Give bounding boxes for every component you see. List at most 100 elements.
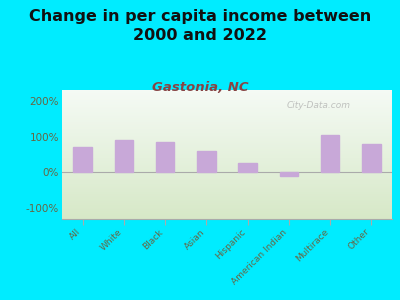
Bar bbox=[62, 101, 392, 102]
Bar bbox=[62, 123, 392, 124]
Bar bbox=[62, 116, 392, 117]
Bar bbox=[62, 177, 392, 178]
Bar bbox=[62, 195, 392, 196]
Bar bbox=[62, 102, 392, 103]
Bar bbox=[62, 152, 392, 153]
Bar bbox=[62, 149, 392, 150]
Bar bbox=[62, 106, 392, 107]
Bar bbox=[62, 95, 392, 96]
Bar bbox=[62, 168, 392, 169]
Bar bbox=[62, 153, 392, 154]
Bar bbox=[62, 167, 392, 168]
Bar bbox=[62, 94, 392, 95]
Bar bbox=[62, 187, 392, 188]
Bar bbox=[62, 185, 392, 186]
Bar bbox=[62, 124, 392, 125]
Bar bbox=[62, 109, 392, 110]
Bar bbox=[62, 205, 392, 206]
Bar bbox=[62, 172, 392, 173]
Bar bbox=[62, 184, 392, 185]
Bar bbox=[62, 119, 392, 120]
Bar bbox=[62, 212, 392, 213]
Bar bbox=[62, 170, 392, 171]
Bar bbox=[62, 103, 392, 104]
Bar bbox=[62, 112, 392, 113]
Bar bbox=[238, 164, 257, 172]
Bar bbox=[62, 91, 392, 92]
Bar bbox=[62, 144, 392, 145]
Bar bbox=[62, 135, 392, 136]
Bar bbox=[62, 105, 392, 106]
Bar bbox=[62, 139, 392, 140]
Bar bbox=[62, 171, 392, 172]
Bar bbox=[62, 164, 392, 165]
Bar bbox=[62, 132, 392, 133]
Bar bbox=[62, 186, 392, 187]
Bar bbox=[62, 162, 392, 163]
Bar bbox=[62, 122, 392, 123]
Bar bbox=[62, 96, 392, 97]
Bar bbox=[62, 178, 392, 179]
Bar bbox=[62, 117, 392, 118]
Bar bbox=[62, 169, 392, 170]
Bar bbox=[62, 183, 392, 184]
Bar bbox=[62, 161, 392, 162]
Bar bbox=[62, 143, 392, 144]
Bar bbox=[62, 194, 392, 195]
Bar bbox=[62, 128, 392, 129]
Bar bbox=[62, 100, 392, 101]
Bar bbox=[62, 156, 392, 157]
Bar bbox=[62, 108, 392, 109]
Bar bbox=[62, 214, 392, 215]
Bar bbox=[62, 104, 392, 105]
Bar bbox=[62, 107, 392, 108]
Bar bbox=[73, 147, 92, 172]
Bar bbox=[62, 93, 392, 94]
Bar bbox=[62, 202, 392, 203]
Bar bbox=[62, 166, 392, 167]
Bar bbox=[62, 191, 392, 192]
Bar bbox=[114, 140, 133, 172]
Bar bbox=[62, 188, 392, 189]
Bar bbox=[62, 216, 392, 217]
Bar bbox=[62, 151, 392, 152]
Text: Change in per capita income between
2000 and 2022: Change in per capita income between 2000… bbox=[29, 9, 371, 43]
Bar bbox=[62, 137, 392, 138]
Bar bbox=[62, 163, 392, 164]
Bar bbox=[62, 165, 392, 166]
Bar bbox=[62, 129, 392, 130]
Bar bbox=[62, 206, 392, 207]
Bar bbox=[62, 218, 392, 219]
Bar bbox=[62, 121, 392, 122]
Bar bbox=[62, 176, 392, 177]
Bar bbox=[62, 97, 392, 98]
Bar bbox=[62, 203, 392, 204]
Bar bbox=[62, 196, 392, 197]
Bar bbox=[156, 142, 174, 172]
Bar bbox=[62, 189, 392, 190]
Bar bbox=[62, 210, 392, 211]
Bar bbox=[62, 114, 392, 115]
Bar bbox=[62, 160, 392, 161]
Bar bbox=[62, 140, 392, 141]
Bar bbox=[362, 144, 381, 172]
Bar bbox=[62, 145, 392, 146]
Bar bbox=[62, 130, 392, 131]
Bar bbox=[62, 98, 392, 99]
Bar bbox=[62, 215, 392, 216]
Bar bbox=[62, 126, 392, 127]
Bar bbox=[62, 217, 392, 218]
Bar bbox=[62, 111, 392, 112]
Bar bbox=[62, 173, 392, 174]
Bar bbox=[62, 200, 392, 201]
Bar bbox=[62, 125, 392, 126]
Bar bbox=[62, 99, 392, 100]
Bar bbox=[62, 133, 392, 134]
Bar bbox=[62, 141, 392, 142]
Bar bbox=[62, 118, 392, 119]
Bar bbox=[62, 204, 392, 205]
Bar bbox=[62, 179, 392, 180]
Bar bbox=[62, 120, 392, 121]
Bar bbox=[62, 118, 392, 119]
Bar bbox=[62, 201, 392, 202]
